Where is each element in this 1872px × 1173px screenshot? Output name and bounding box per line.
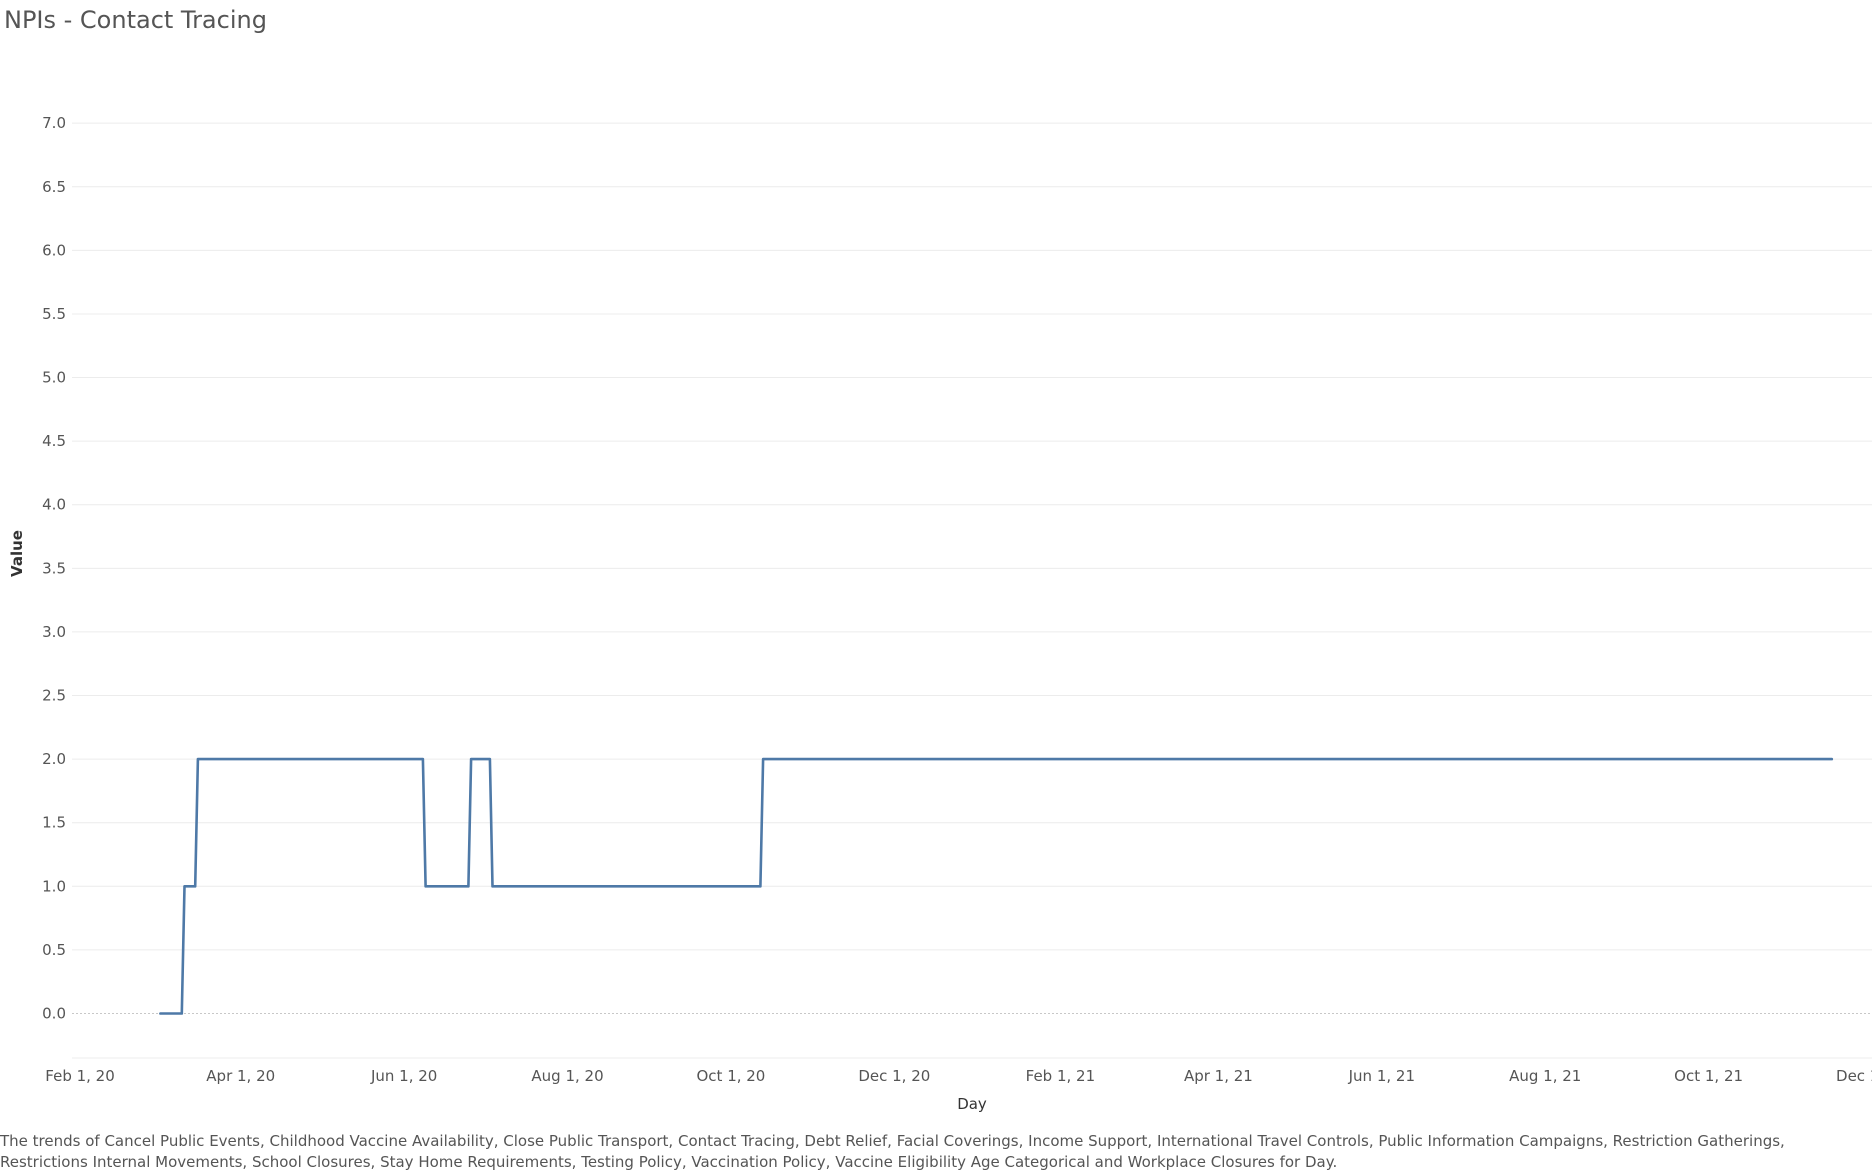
x-tick-label: Oct 1, 21 (1674, 1067, 1743, 1085)
x-tick-label: Apr 1, 21 (1184, 1067, 1253, 1085)
x-tick-label: Apr 1, 20 (206, 1067, 275, 1085)
chart-caption: The trends of Cancel Public Events, Chil… (0, 1132, 1785, 1171)
y-tick-label: 1.5 (42, 814, 66, 832)
y-tick-label: 3.5 (42, 559, 66, 577)
chart-title: NPIs - Contact Tracing (4, 6, 267, 34)
y-tick-label: 4.0 (42, 496, 66, 514)
x-tick-label: Dec 1, 20 (858, 1067, 930, 1085)
x-tick-label: Oct 1, 20 (696, 1067, 765, 1085)
y-tick-label: 2.5 (42, 687, 66, 705)
x-tick-label: Aug 1, 21 (1509, 1067, 1581, 1085)
y-tick-label: 4.5 (42, 432, 66, 450)
x-tick-label: Feb 1, 21 (1026, 1067, 1096, 1085)
y-tick-label: 6.5 (42, 178, 66, 196)
x-tick-label: Dec 1, 21 (1836, 1067, 1872, 1085)
y-tick-label: 0.5 (42, 941, 66, 959)
y-tick-label: 7.0 (42, 114, 66, 132)
y-tick-label: 0.0 (42, 1004, 66, 1022)
series-line (159, 757, 1834, 1015)
y-tick-label: 3.0 (42, 623, 66, 641)
x-tick-label: Jun 1, 20 (370, 1067, 437, 1085)
y-tick-label: 5.5 (42, 305, 66, 323)
x-tick-label: Jun 1, 21 (1348, 1067, 1415, 1085)
y-tick-label: 6.0 (42, 241, 66, 259)
x-tick-label: Aug 1, 20 (531, 1067, 603, 1085)
x-axis-title: Day (957, 1095, 987, 1113)
y-tick-label: 2.0 (42, 750, 66, 768)
x-tick-label: Feb 1, 20 (45, 1067, 115, 1085)
y-axis-title: Value (8, 530, 26, 577)
y-tick-label: 1.0 (42, 877, 66, 895)
line-chart: 0.0 0.5 1.0 1.5 2.0 2.5 3.0 3.5 4.0 4.5 5.0 5.5 6.0 6… (8, 114, 1872, 1113)
y-tick-label: 5.0 (42, 369, 66, 387)
